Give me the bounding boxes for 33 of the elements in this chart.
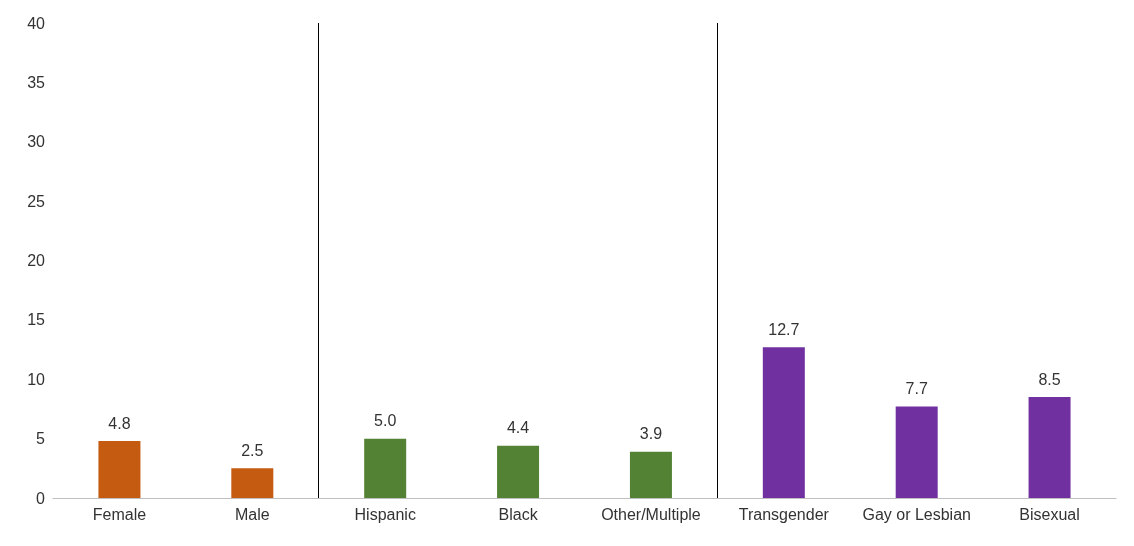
- data-label: 3.9: [639, 425, 663, 443]
- data-label: 5.0: [374, 412, 397, 430]
- bar: [497, 445, 540, 498]
- bar: [629, 451, 672, 498]
- bar: [762, 347, 805, 498]
- y-tick-label: 5: [36, 430, 46, 448]
- y-tick-label: 35: [27, 73, 46, 91]
- data-label: 8.5: [1038, 370, 1061, 388]
- y-tick-label: 0: [36, 489, 46, 507]
- x-tick-label: Black: [498, 505, 539, 523]
- data-label: 2.5: [241, 441, 264, 459]
- x-tick-label: Other/Multiple: [601, 505, 701, 523]
- y-tick-label: 40: [27, 14, 46, 32]
- x-tick-label: Gay or Lesbian: [862, 505, 971, 523]
- x-tick-label: Bisexual: [1019, 505, 1080, 523]
- data-label: 12.7: [768, 320, 800, 338]
- bar: [231, 468, 274, 498]
- y-tick-label: 15: [27, 311, 46, 329]
- y-tick-label: 20: [27, 252, 46, 269]
- y-tick-label: 30: [27, 133, 46, 151]
- y-tick-label: 10: [27, 370, 46, 388]
- y-tick-label: 25: [27, 192, 46, 210]
- x-tick-label: Transgender: [738, 505, 830, 523]
- bar: [98, 441, 141, 498]
- data-label: 4.4: [506, 419, 530, 437]
- data-label: 7.7: [905, 380, 928, 398]
- x-tick-label: Hispanic: [354, 505, 416, 523]
- bar: [1028, 397, 1071, 498]
- x-tick-label: Male: [234, 505, 270, 523]
- bar: [364, 438, 407, 498]
- data-label: 4.8: [108, 414, 131, 432]
- bar: [895, 406, 938, 498]
- x-tick-label: Female: [92, 505, 147, 523]
